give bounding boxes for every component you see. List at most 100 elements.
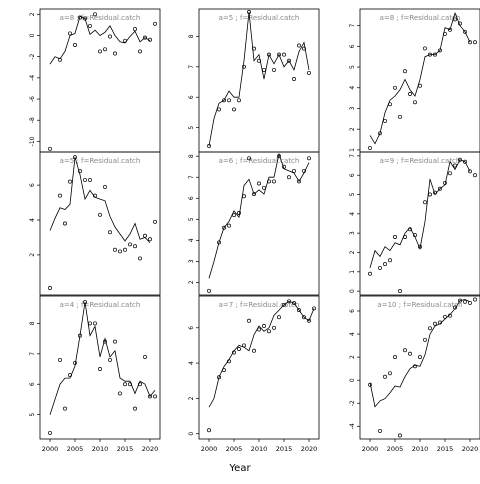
- data-point: [428, 326, 432, 331]
- data-point: [262, 185, 266, 190]
- data-point: [408, 351, 412, 356]
- x-tick-label: 2005: [67, 445, 84, 453]
- y-tick-label: 4: [188, 361, 195, 365]
- data-point: [148, 237, 152, 242]
- x-tick-label: 2020: [301, 445, 318, 453]
- data-point: [312, 306, 316, 311]
- y-tick-label: 0: [29, 33, 36, 37]
- data-point: [237, 211, 241, 215]
- y-tick-label: 4: [29, 218, 36, 222]
- panel-8: a=7 ; f=Residual.catch 0 2 4 6 2000 2005 2010 20…: [188, 295, 320, 453]
- x-tick-label: 2010: [412, 445, 429, 453]
- data-point: [148, 394, 152, 399]
- x-tick-label: 2005: [387, 445, 404, 453]
- data-point: [217, 375, 221, 380]
- panel-title: a=7 ; f=Residual.catch: [219, 301, 300, 309]
- x-axis-label: Year: [228, 463, 251, 474]
- data-point: [277, 315, 281, 320]
- data-point: [247, 156, 251, 161]
- y-tick-label: 3: [188, 259, 195, 263]
- y-tick-label: 5: [349, 65, 356, 69]
- data-point: [438, 48, 442, 53]
- panel-7: a=4 ; f=Residual.catch 5 6 7 8 2000 2005 2010 20…: [29, 295, 161, 453]
- data-point: [153, 394, 157, 399]
- data-point: [133, 27, 137, 32]
- data-point: [143, 35, 147, 40]
- fitted-line: [208, 300, 315, 408]
- y-tick-label: -6: [29, 96, 36, 102]
- y-tick-label: 8: [29, 321, 36, 325]
- data-point: [307, 156, 311, 161]
- data-point: [138, 382, 142, 387]
- data-point: [282, 164, 286, 169]
- data-point: [58, 357, 62, 362]
- y-tick-label: 6: [349, 309, 356, 313]
- x-tick-label: 2000: [201, 445, 218, 453]
- data-point: [473, 173, 477, 178]
- data-point: [383, 374, 387, 379]
- x-tick-label: 2000: [362, 445, 379, 453]
- data-point: [398, 433, 402, 438]
- data-point: [403, 348, 407, 353]
- data-point: [93, 321, 97, 326]
- y-tick-label: 2: [349, 355, 356, 359]
- panel-title: a=5 ; f=Residual.catch: [60, 157, 141, 165]
- data-point: [93, 193, 97, 198]
- data-point: [58, 57, 62, 62]
- data-point: [103, 47, 107, 52]
- data-point: [227, 98, 231, 103]
- fitted-line: [49, 15, 151, 65]
- data-point: [98, 367, 102, 371]
- data-point: [247, 10, 251, 14]
- data-point: [302, 46, 306, 51]
- data-point: [237, 347, 241, 351]
- data-point: [418, 244, 422, 249]
- y-tick-label: 2: [188, 280, 195, 284]
- panel-title: a=8 ; f=Residual.catch: [380, 14, 461, 22]
- data-point: [153, 21, 157, 26]
- y-tick-label: -2: [29, 53, 36, 59]
- data-point: [73, 360, 77, 365]
- data-point: [282, 52, 286, 57]
- data-point: [297, 43, 301, 48]
- x-tick-label: 2020: [462, 445, 479, 453]
- y-tick-label: -10: [29, 136, 36, 146]
- y-tick-label: 0: [349, 378, 356, 382]
- data-point: [217, 240, 221, 245]
- x-tick-label: 2015: [437, 445, 454, 453]
- x-tick-label: 2005: [226, 445, 243, 453]
- data-point: [257, 181, 261, 186]
- fitted-line: [49, 157, 151, 243]
- data-point: [63, 221, 67, 226]
- data-point: [118, 391, 122, 396]
- y-tick-label: 3: [349, 106, 356, 110]
- data-point: [383, 262, 387, 267]
- panel-9: a=10 ; f=Residual.catch -4 -2 0 2 4 6 2000 2005 2…: [349, 295, 480, 453]
- data-point: [88, 177, 92, 182]
- data-point: [448, 171, 452, 176]
- panel-4: a=5 ; f=Residual.catch 2 4 6: [29, 151, 161, 296]
- data-point: [383, 118, 387, 123]
- data-point: [63, 406, 67, 411]
- data-point: [297, 308, 301, 313]
- data-point: [448, 313, 452, 318]
- data-point: [267, 179, 271, 184]
- y-tick-label: 7: [188, 65, 195, 69]
- data-point: [207, 288, 211, 293]
- data-point: [78, 15, 82, 20]
- panel-title: a=9 ; f=Residual.catch: [380, 157, 461, 165]
- data-point: [103, 184, 107, 189]
- data-point: [413, 364, 417, 369]
- data-point: [423, 337, 427, 342]
- panel-title: a=8 ; f=Residual.catch: [60, 14, 141, 22]
- data-point: [277, 52, 281, 57]
- data-point: [78, 169, 82, 174]
- y-tick-label: 4: [188, 238, 195, 242]
- data-point: [262, 67, 266, 72]
- y-tick-label: 8: [188, 154, 195, 158]
- data-point: [227, 223, 231, 228]
- data-point: [108, 230, 112, 235]
- data-point: [287, 58, 291, 63]
- data-point: [448, 27, 452, 32]
